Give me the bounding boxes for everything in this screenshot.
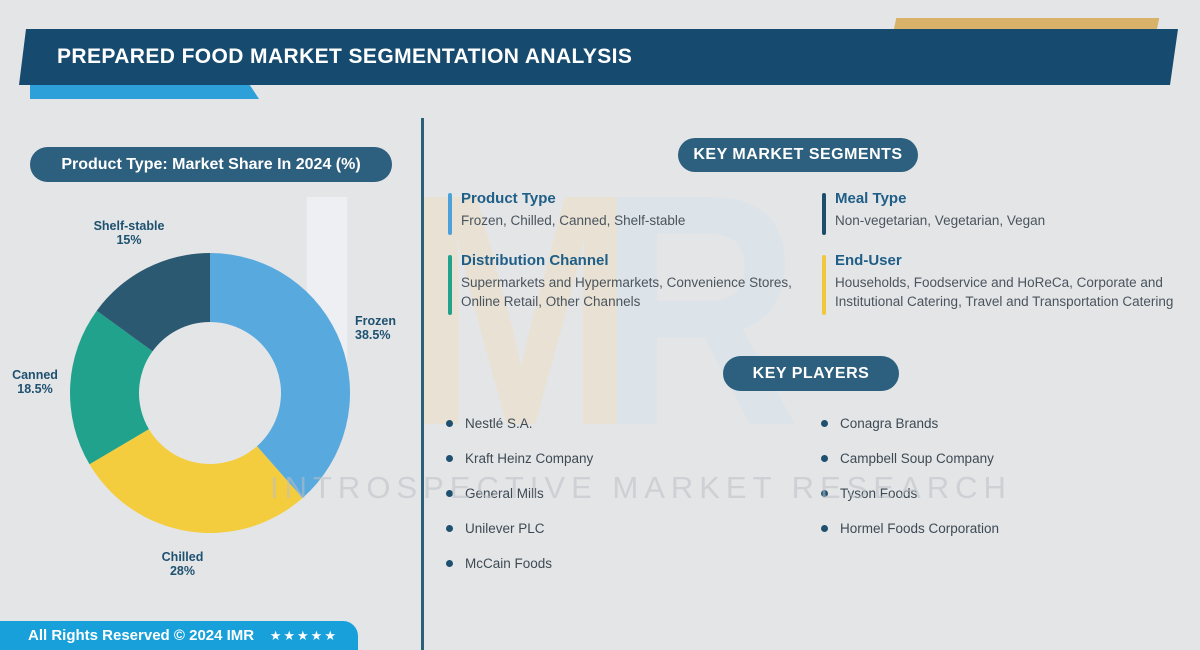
segment-accent-bar	[822, 193, 826, 235]
segment-title: Product Type	[461, 190, 556, 207]
bullet-icon	[446, 420, 453, 427]
segment-description: Supermarkets and Hypermarkets, Convenien…	[461, 273, 818, 311]
header-accent-gold-bar	[893, 18, 1160, 30]
segment-description-line: Frozen, Chilled, Canned, Shelf-stable	[461, 213, 686, 228]
list-item: Hormel Foods Corporation	[821, 511, 999, 546]
bullet-icon	[446, 455, 453, 462]
segment-description: Non-vegetarian, Vegetarian, Vegan	[835, 211, 1182, 230]
segment-title: End-User	[835, 252, 902, 269]
segment-meal-type: Meal Type Non-vegetarian, Vegetarian, Ve…	[822, 190, 1182, 235]
segment-end-user: End-User Households, Foodservice and HoR…	[822, 252, 1192, 315]
list-item: Kraft Heinz Company	[446, 441, 593, 476]
section-divider	[421, 118, 424, 650]
segment-description: Households, Foodservice and HoReCa, Corp…	[835, 273, 1192, 311]
key-players-heading: KEY PLAYERS	[723, 356, 899, 391]
slice-label-name: Canned	[12, 368, 58, 382]
player-name: Hormel Foods Corporation	[840, 521, 1000, 536]
list-item: General Mills	[446, 476, 593, 511]
slice-label-value: 18.5%	[17, 382, 53, 396]
list-item: Unilever PLC	[446, 511, 593, 546]
chart-title-pill: Product Type: Market Share In 2024 (%)	[30, 147, 392, 182]
key-players-column-left: Nestlé S.A. Kraft Heinz Company General …	[446, 406, 593, 581]
segment-description-line: Online Retail, Other Channels	[461, 294, 641, 309]
bullet-icon	[821, 420, 828, 427]
slice-label-value: 38.5%	[355, 328, 391, 342]
header-banner: PREPARED FOOD MARKET SEGMENTATION ANALYS…	[19, 29, 1178, 85]
list-item: Conagra Brands	[821, 406, 999, 441]
slice-label-shelf-stable: Shelf-stable 15%	[70, 219, 188, 247]
player-name: General Mills	[465, 486, 544, 501]
donut-segment-frozen	[210, 253, 351, 499]
segment-description-line: Households, Foodservice and HoReCa, Corp…	[835, 275, 1163, 290]
star-rating: ★★★★★	[269, 627, 338, 643]
segment-accent-bar	[448, 193, 452, 235]
donut-svg	[70, 253, 351, 533]
segment-accent-bar	[448, 255, 452, 315]
player-name: Campbell Soup Company	[840, 451, 994, 466]
segment-description-line: Non-vegetarian, Vegetarian, Vegan	[835, 213, 1046, 228]
donut-segment-canned	[70, 310, 153, 465]
donut-segment-chilled	[89, 429, 303, 533]
segment-description: Frozen, Chilled, Canned, Shelf-stable	[461, 211, 818, 230]
player-name: Kraft Heinz Company	[465, 451, 594, 466]
bullet-icon	[821, 490, 828, 497]
player-name: McCain Foods	[465, 556, 553, 571]
footer-bar: All Rights Reserved © 2024 IMR ★★★★★	[0, 621, 358, 650]
donut-segment-shelf-stable	[96, 253, 210, 352]
player-name: Tyson Foods	[840, 486, 918, 501]
bullet-icon	[446, 525, 453, 532]
slice-label-chilled: Chilled 28%	[140, 550, 225, 578]
bullet-icon	[821, 525, 828, 532]
key-market-segments-heading: KEY MARKET SEGMENTS	[678, 138, 918, 172]
bullet-icon	[446, 560, 453, 567]
copyright-text: All Rights Reserved © 2024 IMR	[28, 627, 255, 644]
watermark-letter-r: R	[598, 125, 801, 494]
segment-description-line: Supermarkets and Hypermarkets, Convenien…	[461, 275, 792, 290]
player-name: Conagra Brands	[840, 416, 939, 431]
slice-label-name: Shelf-stable	[93, 219, 165, 233]
list-item: Campbell Soup Company	[821, 441, 999, 476]
header-accent-blue-bar	[30, 85, 259, 99]
watermark-letter-m: M	[404, 125, 638, 494]
slice-label-name: Frozen	[355, 314, 396, 328]
slice-label-value: 15%	[116, 233, 142, 247]
list-item: McCain Foods	[446, 546, 593, 581]
key-players-column-right: Conagra Brands Campbell Soup Company Tys…	[821, 406, 999, 546]
segment-title: Distribution Channel	[461, 252, 609, 269]
segment-accent-bar	[822, 255, 826, 315]
segment-title: Meal Type	[835, 190, 907, 207]
slice-label-name: Chilled	[161, 550, 204, 564]
bullet-icon	[446, 490, 453, 497]
segment-description-line: Institutional Catering, Travel and Trans…	[835, 294, 1174, 309]
list-item: Tyson Foods	[821, 476, 999, 511]
segment-product-type: Product Type Frozen, Chilled, Canned, Sh…	[448, 190, 818, 235]
slice-label-frozen: Frozen 38.5%	[355, 314, 396, 342]
segment-distribution-channel: Distribution Channel Supermarkets and Hy…	[448, 252, 818, 315]
player-name: Nestlé S.A.	[465, 416, 533, 431]
page-title: PREPARED FOOD MARKET SEGMENTATION ANALYS…	[57, 45, 633, 68]
bullet-icon	[821, 455, 828, 462]
player-name: Unilever PLC	[465, 521, 545, 536]
slice-label-value: 28%	[169, 564, 196, 578]
donut-chart	[70, 253, 351, 533]
slice-label-canned: Canned 18.5%	[2, 368, 68, 396]
watermark-text: INTROSPECTIVE MARKET RESEARCH	[270, 470, 1012, 505]
list-item: Nestlé S.A.	[446, 406, 593, 441]
